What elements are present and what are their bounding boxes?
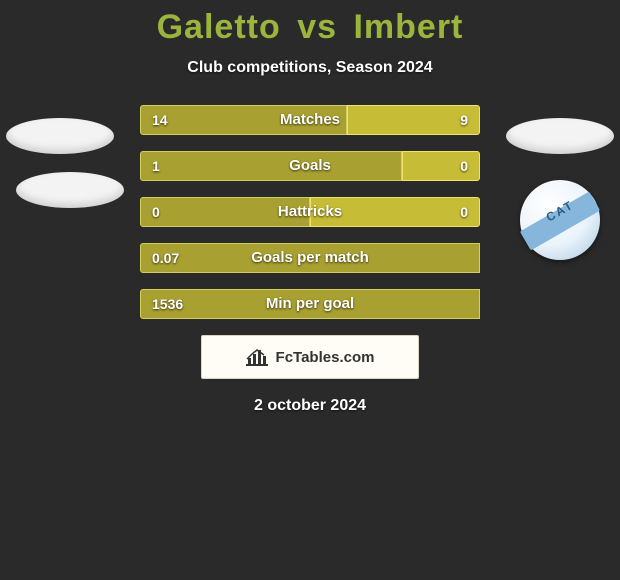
metric-label: Goals [140,151,480,181]
metric-row: 149Matches [140,105,480,135]
player-b-name: Imbert [353,8,463,46]
metric-row: 10Goals [140,151,480,181]
bar-chart-icon [246,348,268,366]
metric-label: Matches [140,105,480,135]
page-title: Galetto vs Imbert [0,0,620,47]
date-text: 2 october 2024 [0,397,620,415]
player-b-badge-1 [506,118,614,154]
metric-row: 1536Min per goal [140,289,480,319]
player-a-badge-2 [16,172,124,208]
metric-label: Goals per match [140,243,480,273]
fctables-label: FcTables.com [276,349,375,366]
metric-row: 00Hattricks [140,197,480,227]
club-logo: CAT [520,180,600,260]
metric-label: Min per goal [140,289,480,319]
player-a-badge-1 [6,118,114,154]
metric-row: 0.07Goals per match [140,243,480,273]
vs-text: vs [297,8,337,46]
comparison-infographic: Galetto vs Imbert Club competitions, Sea… [0,0,620,580]
player-a-name: Galetto [157,8,281,46]
fctables-watermark: FcTables.com [201,335,419,379]
subtitle: Club competitions, Season 2024 [0,59,620,77]
metric-label: Hattricks [140,197,480,227]
